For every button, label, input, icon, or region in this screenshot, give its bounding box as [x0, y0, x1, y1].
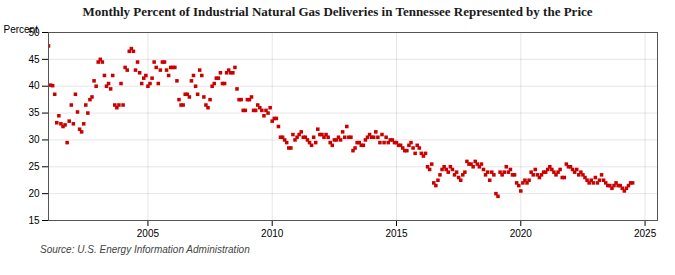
svg-text:2025: 2025 — [634, 228, 657, 239]
svg-text:40: 40 — [28, 80, 40, 91]
svg-text:30: 30 — [28, 134, 40, 145]
html-text:Monthly Percent of Industrial: Monthly Percent of Industrial Natural Ga… — [82, 4, 593, 19]
svg-text:2015: 2015 — [385, 228, 408, 239]
svg-text:20: 20 — [28, 188, 40, 199]
svg-text:45: 45 — [28, 54, 40, 65]
html-text:Source: U.S. Energy Informatio: Source: U.S. Energy Information Administ… — [40, 244, 250, 255]
svg-text:15: 15 — [28, 215, 40, 226]
svg-text:2005: 2005 — [137, 228, 160, 239]
svg-text:25: 25 — [28, 161, 40, 172]
svg-text:Percent: Percent — [4, 24, 39, 35]
svg-text:2010: 2010 — [261, 228, 284, 239]
svg-text:35: 35 — [28, 107, 40, 118]
svg-text:2020: 2020 — [510, 228, 533, 239]
